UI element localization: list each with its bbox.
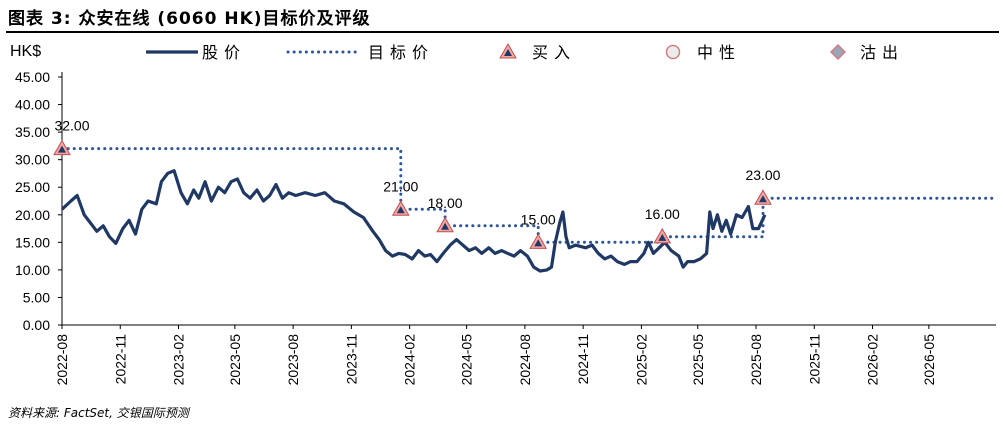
- axes: 0.00 5.00 10.00 15.00 20.00 25.00 30.00 35.00 40…: [10, 43, 996, 385]
- buy-rating-marker: [653, 227, 672, 244]
- legend-label: 买入: [532, 43, 576, 62]
- target-price-label: 32.00: [54, 118, 89, 134]
- y-tick-label: 25.00: [15, 179, 50, 195]
- plot-area: 32.00 21.00 18.00 15.00 16.00 23.00: [53, 118, 998, 273]
- y-tick-label: 40.00: [15, 97, 50, 113]
- x-tick-label: 2026-05: [921, 334, 937, 386]
- target-price-label: 16.00: [645, 206, 680, 222]
- legend-label: 沽出: [860, 43, 904, 62]
- x-tick-label: 2024-05: [459, 334, 475, 386]
- y-tick-label: 10.00: [15, 262, 50, 278]
- legend-swatch-neutral: [665, 44, 681, 60]
- legend-item: 目标价: [286, 43, 434, 62]
- x-tick-label: 2022-11: [112, 334, 128, 385]
- x-tick-label: 2023-02: [171, 334, 187, 386]
- x-tick-label: 2023-08: [285, 334, 301, 386]
- x-tick-label: 2025-08: [748, 334, 764, 386]
- buy-triangle-center: [396, 206, 405, 214]
- legend-swatch-sell: [829, 43, 847, 61]
- target-price-label: 18.00: [428, 195, 463, 211]
- y-tick-label: 0.00: [23, 317, 50, 333]
- buy-rating-marker: [754, 189, 772, 205]
- x-tick-label: 2025-11: [806, 334, 822, 385]
- x-tick-label: 2022-08: [54, 334, 70, 386]
- x-tick-label: 2023-11: [343, 334, 359, 385]
- x-tick-label: 2025-05: [690, 334, 706, 386]
- legend-item: 沽出: [829, 43, 904, 62]
- legend-swatch-buy-center: [504, 49, 512, 56]
- buy-rating-marker: [529, 233, 548, 249]
- x-tick-label: 2025-02: [633, 334, 649, 386]
- legend-label: 股价: [202, 43, 246, 62]
- legend-item: 买入: [499, 42, 576, 62]
- x-tick-label: 2024-08: [517, 334, 533, 386]
- legend-label: 中性: [697, 43, 741, 62]
- y-tick-label: 45.00: [15, 69, 50, 85]
- share-price-line: [60, 169, 767, 273]
- target-price-label: 15.00: [521, 211, 556, 227]
- target-price-label: 23.00: [745, 167, 780, 183]
- y-tick-label: 35.00: [15, 124, 50, 140]
- legend-item: 股价: [146, 43, 246, 62]
- source-note: 资料来源: FactSet, 交银国际预测: [8, 406, 189, 420]
- buy-triangle-center: [58, 145, 66, 153]
- x-tick-label: 2026-02: [865, 334, 881, 386]
- title-divider: [6, 31, 999, 33]
- chart-title: 图表 3: 众安在线 (6060 HK)目标价及评级: [8, 9, 371, 29]
- buy-rating-marker: [391, 200, 410, 216]
- y-tick-label: 15.00: [15, 234, 50, 250]
- buy-rating-marker: [436, 216, 454, 233]
- y-axis-unit: HK$: [10, 43, 41, 60]
- x-tick-label: 2024-02: [402, 334, 418, 386]
- x-tick-label: 2024-11: [575, 334, 591, 385]
- buy-triangle-center: [658, 233, 667, 241]
- target-price-line: [60, 147, 998, 244]
- y-tick-label: 5.00: [23, 289, 50, 305]
- buy-triangle-center: [758, 195, 767, 203]
- x-tick-label: 2023-05: [227, 334, 243, 386]
- y-tick-label: 30.00: [15, 152, 50, 168]
- target-price-label: 21.00: [383, 178, 418, 194]
- buy-triangle-center: [534, 239, 543, 247]
- buy-triangle-center: [441, 222, 450, 230]
- legend-label: 目标价: [368, 43, 434, 62]
- legend: 股价 目标价 买入 中性 沽出: [146, 42, 904, 62]
- buy-rating-marker: [53, 139, 71, 156]
- y-tick-label: 20.00: [15, 207, 50, 223]
- legend-item: 中性: [665, 43, 741, 62]
